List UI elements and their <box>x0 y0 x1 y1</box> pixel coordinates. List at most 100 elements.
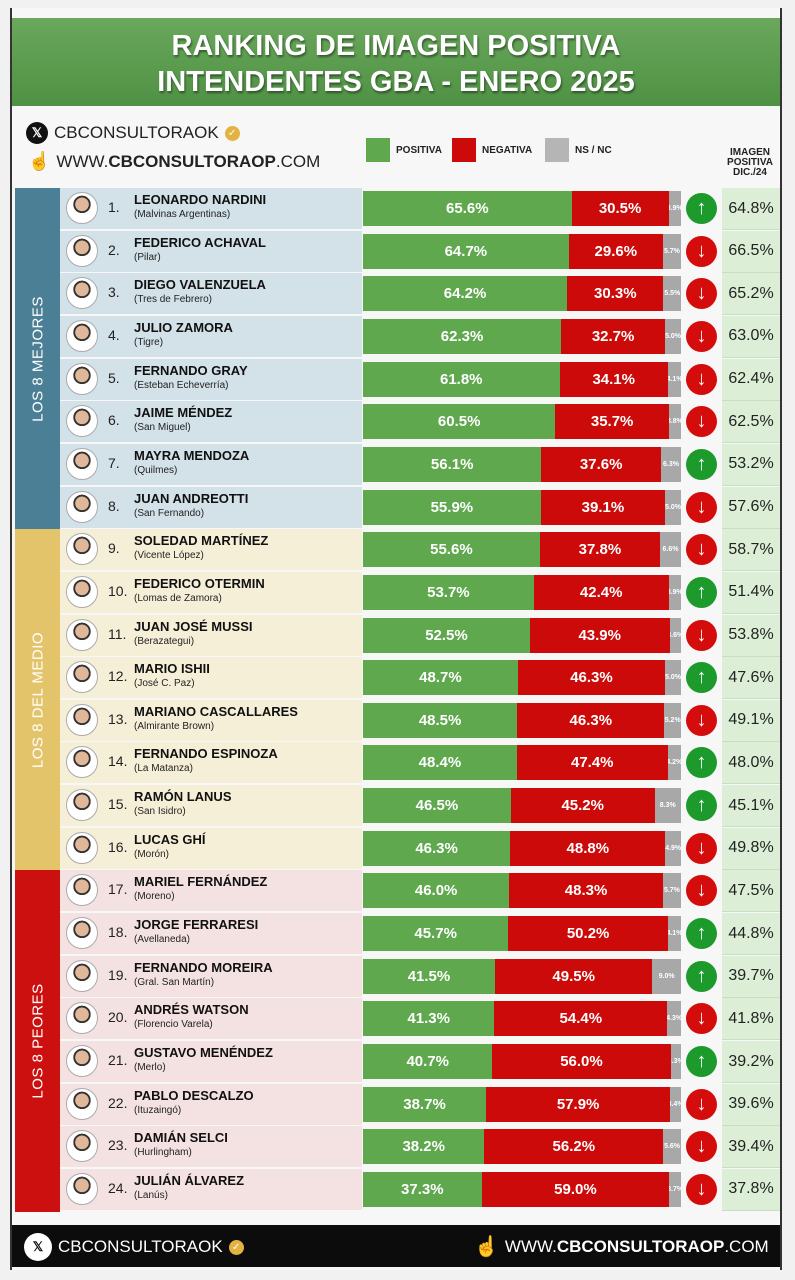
dic24-value: 47.6% <box>722 657 780 700</box>
footer-x-handle: 𝕏 CBCONSULTORAOK ✓ <box>24 1233 244 1261</box>
bar-negative: 46.3% <box>517 702 665 738</box>
dic24-value: 53.8% <box>722 614 780 657</box>
dic24-value: 62.4% <box>722 358 780 401</box>
group-worst: LOS 8 PEORES <box>15 870 60 1212</box>
row-background <box>60 614 362 656</box>
footer-website: ☝ WWW.CBCONSULTORAOP.COM <box>474 1234 769 1259</box>
legend-label-nsnc: NS / NC <box>575 144 612 156</box>
bar-nsnc: 3.9% <box>668 574 681 610</box>
rank-number: 13. <box>108 710 128 727</box>
rank-number: 11. <box>108 625 127 642</box>
bar-nsnc: 4.1% <box>667 916 681 952</box>
stacked-bar: 65.6% 30.5% 3.9% <box>363 191 681 226</box>
bar-negative: 30.3% <box>567 276 664 312</box>
arrow-up-icon: ↑ <box>686 918 717 950</box>
bar-nsnc: 5.0% <box>665 318 681 354</box>
mayor-name: PABLO DESCALZO <box>134 1087 254 1103</box>
ranking-row: 17. MARIEL FERNÁNDEZ (Moreno) 46.0% 48.3… <box>60 870 780 913</box>
group-label: LOS 8 PEORES <box>29 983 46 1099</box>
bar-nsnc: 3.6% <box>669 617 681 653</box>
bar-nsnc: 3.3% <box>670 1044 681 1079</box>
web-suffix: .COM <box>724 1236 769 1256</box>
bar-positive: 61.8% <box>363 361 560 397</box>
bar-negative: 47.4% <box>516 745 668 781</box>
mayor-name: SOLEDAD MARTÍNEZ <box>134 533 269 549</box>
bar-nsnc: 5.0% <box>665 489 681 525</box>
stacked-bar: 56.1% 37.6% 6.3% <box>363 446 681 482</box>
arrow-down-icon: ↓ <box>686 1003 717 1035</box>
mayor-photo <box>66 277 98 310</box>
bar-negative: 49.5% <box>494 958 653 994</box>
municipality: (Tres de Febrero) <box>134 294 212 306</box>
bar-nsnc: 5.6% <box>663 1129 681 1165</box>
municipality: (Merlo) <box>134 1062 166 1073</box>
municipality: (Berazategui) <box>134 635 195 647</box>
rank-number: 2. <box>108 241 120 258</box>
dic24-value: 45.1% <box>722 785 780 828</box>
bar-negative: 59.0% <box>481 1171 670 1207</box>
bar-nsnc: 5.7% <box>662 873 681 909</box>
bar-nsnc: 4.1% <box>667 361 681 397</box>
bar-negative: 37.8% <box>539 532 660 568</box>
rank-number: 5. <box>108 369 120 386</box>
bar-negative: 42.4% <box>533 574 669 610</box>
bar-negative: 48.8% <box>510 830 666 866</box>
rank-number: 1. <box>108 199 120 215</box>
row-background <box>60 657 362 699</box>
row-background <box>60 699 362 741</box>
ranking-row: 14. FERNANDO ESPINOZA (La Matanza) 48.4%… <box>60 742 780 785</box>
ranking-row: 10. FEDERICO OTERMIN (Lomas de Zamora) 5… <box>60 571 780 614</box>
legend-swatch-negative <box>452 138 476 162</box>
municipality: (José C. Paz) <box>134 678 195 690</box>
bar-nsnc: 5.2% <box>664 702 681 738</box>
arrow-down-icon: ↓ <box>686 491 717 523</box>
municipality: (Malvinas Argentinas) <box>134 209 231 220</box>
mayor-photo <box>66 917 98 950</box>
bar-nsnc: 4.9% <box>665 830 681 866</box>
mayor-name: MARIO ISHII <box>134 661 210 677</box>
dic24-value: 53.2% <box>722 443 780 486</box>
dic24-header: IMAGEN POSITIVA DIC./24 <box>720 148 780 178</box>
mayor-photo <box>66 618 98 651</box>
bar-positive: 40.7% <box>363 1044 493 1079</box>
rank-number: 16. <box>108 838 128 855</box>
arrow-up-icon: ↑ <box>686 662 717 694</box>
mayor-photo <box>66 746 98 779</box>
rank-number: 12. <box>108 668 128 685</box>
arrow-down-icon: ↓ <box>686 320 717 352</box>
bar-positive: 41.5% <box>363 958 495 994</box>
bar-positive: 48.4% <box>363 745 517 781</box>
row-background <box>60 230 362 272</box>
bar-positive: 65.6% <box>363 191 572 226</box>
bar-positive: 38.2% <box>363 1129 485 1165</box>
municipality: (Florencio Varela) <box>134 1019 213 1031</box>
rank-number: 21. <box>108 1052 128 1068</box>
bar-positive: 46.5% <box>363 788 511 824</box>
mayor-photo <box>66 703 98 736</box>
legend-nsnc: NS / NC <box>545 138 612 162</box>
mayor-photo <box>66 447 98 480</box>
dic24-value: 39.6% <box>722 1083 780 1126</box>
arrow-down-icon: ↓ <box>686 875 717 907</box>
rank-number: 4. <box>108 326 120 343</box>
stacked-bar: 37.3% 59.0% 3.7% <box>363 1171 681 1207</box>
stacked-bar: 55.6% 37.8% 6.6% <box>363 532 681 568</box>
rank-number: 3. <box>108 284 120 301</box>
dic24-value: 58.7% <box>722 529 780 572</box>
stacked-bar: 61.8% 34.1% 4.1% <box>363 361 681 397</box>
dic24-value: 57.6% <box>722 486 780 529</box>
rank-number: 8. <box>108 497 120 514</box>
bar-negative: 56.2% <box>484 1129 664 1165</box>
bar-nsnc: 3.8% <box>668 404 681 440</box>
ranking-row: 1. LEONARDO NARDINI (Malvinas Argentinas… <box>60 188 780 230</box>
bar-positive: 52.5% <box>363 617 530 653</box>
mayor-name: RAMÓN LANUS <box>134 789 232 805</box>
row-background <box>60 358 362 400</box>
mayor-photo <box>66 789 98 822</box>
ranking-row: 11. JUAN JOSÉ MUSSI (Berazategui) 52.5% … <box>60 614 780 657</box>
bar-positive: 45.7% <box>363 916 509 952</box>
rank-number: 19. <box>108 966 128 983</box>
rank-number: 14. <box>108 753 128 770</box>
stacked-bar: 48.5% 46.3% 5.2% <box>363 702 681 738</box>
dic24-value: 49.8% <box>722 827 780 870</box>
